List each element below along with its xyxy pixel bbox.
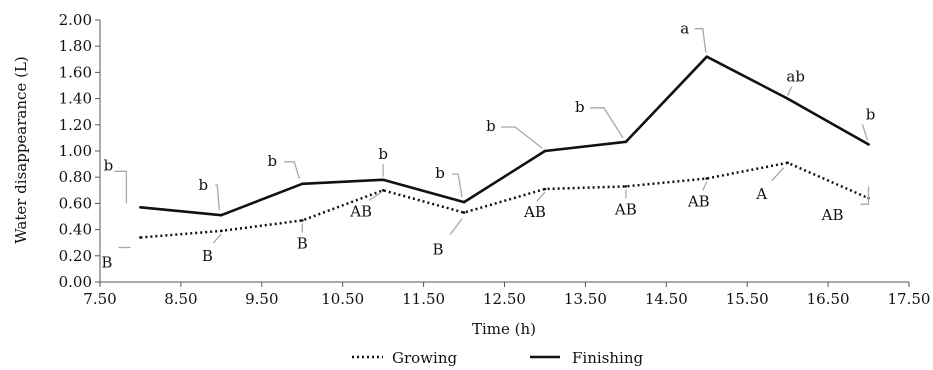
annotation-label: AB <box>614 200 637 218</box>
annotation-label: AB <box>349 202 372 220</box>
annotation-leader <box>536 191 546 202</box>
annotation-label: a <box>680 20 689 38</box>
annotation-label: A <box>755 185 767 203</box>
y-tick-label: 0.60 <box>59 194 92 212</box>
data-point-finishing <box>462 200 466 204</box>
x-tick-label: 12.50 <box>483 290 526 308</box>
annotation-label: b <box>104 156 114 174</box>
annotation-label: b <box>267 152 277 170</box>
data-point-finishing <box>786 97 789 100</box>
annotation-label: b <box>486 117 496 135</box>
annotation-leader <box>368 192 381 201</box>
y-axis-title: Water disappearance (L) <box>12 56 30 243</box>
data-point-growing <box>786 161 789 165</box>
x-tick-label: 7.50 <box>83 290 116 308</box>
annotation-label: B <box>202 247 213 265</box>
annotation-label: b <box>378 145 388 163</box>
axes: 0.00 0.20 0.40 0.60 0.80 1.00 1.20 1.40 1.60 1.80… <box>59 11 931 308</box>
data-point-finishing <box>139 206 142 209</box>
legend-label-growing: Growing <box>392 349 457 367</box>
data-point-finishing <box>220 213 223 217</box>
y-tick-label: 1.40 <box>59 90 92 108</box>
y-tick-label: 1.00 <box>59 142 92 160</box>
x-axis-title: Time (h) <box>472 320 536 338</box>
legend-label-finishing: Finishing <box>572 349 643 367</box>
x-tick-label: 17.50 <box>888 290 931 308</box>
annotation-label: AB <box>523 203 546 221</box>
annotation-leader <box>860 186 870 205</box>
annotation-leader <box>501 126 543 149</box>
annotation-label: b <box>199 176 209 194</box>
data-point-finishing <box>381 178 385 182</box>
x-tick-label: 13.50 <box>564 290 607 308</box>
y-tick-label: 0.20 <box>59 247 92 265</box>
annotation-label: b <box>575 98 585 116</box>
data-point-finishing <box>705 55 709 58</box>
y-tick-label: 2.00 <box>59 11 92 29</box>
annotation-label: B <box>101 253 112 271</box>
x-tick-label: 8.50 <box>164 290 197 308</box>
annotation-leader <box>589 107 624 139</box>
x-tick-label: 14.50 <box>645 290 688 308</box>
data-point-finishing <box>300 182 304 186</box>
data-point-growing <box>543 187 547 191</box>
annotation-label: B <box>433 241 444 259</box>
data-point-growing <box>624 185 628 188</box>
annotation-leader <box>212 233 222 244</box>
y-tick-label: 1.20 <box>59 116 92 134</box>
annotation-leader <box>694 28 707 53</box>
annotation-leader <box>284 161 300 179</box>
y-tick-label: 1.80 <box>59 37 92 55</box>
data-point-finishing <box>624 140 628 144</box>
annotation-leader <box>114 170 128 204</box>
data-point-growing <box>139 236 142 239</box>
data-point-growing <box>220 229 223 233</box>
data-point-growing <box>381 189 385 192</box>
annotation-leader <box>452 173 463 198</box>
x-tick-label: 10.50 <box>321 290 364 308</box>
data-point-growing <box>300 219 304 222</box>
annotation-label: B <box>297 234 308 252</box>
annotation-label: ab <box>786 68 805 86</box>
data-point-finishing <box>867 143 870 146</box>
series-line-growing <box>140 161 870 239</box>
y-tick-label: 0.40 <box>59 221 92 239</box>
data-point-finishing <box>543 149 547 153</box>
annotation-label: b <box>866 105 876 123</box>
annotation-leader <box>449 218 463 235</box>
y-axis-title-group: Water disappearance (L) <box>12 56 30 243</box>
annotation-label: b <box>435 164 445 182</box>
annotation-leader <box>861 124 869 141</box>
legend: Growing Finishing <box>352 349 643 367</box>
y-tick-label: 1.60 <box>59 63 92 81</box>
annotation-leader <box>702 181 708 191</box>
annotation-layer: B B B AB B AB AB AB A AB b b b b b b b a ab b <box>101 20 875 272</box>
x-tick-label: 15.50 <box>726 290 769 308</box>
annotation-label: AB <box>687 193 710 211</box>
annotation-leader <box>215 184 220 211</box>
y-tick-label: 0.80 <box>59 168 92 186</box>
data-point-growing <box>462 211 466 214</box>
series-line-finishing <box>140 55 870 217</box>
y-tick-label: 0.00 <box>59 273 92 291</box>
annotation-leader <box>771 167 785 182</box>
x-tick-label: 9.50 <box>245 290 278 308</box>
annotation-leader <box>787 86 793 96</box>
x-tick-label: 16.50 <box>807 290 850 308</box>
data-point-growing <box>705 177 709 180</box>
annotation-label: AB <box>821 206 844 224</box>
x-tick-label: 11.50 <box>402 290 445 308</box>
series-layer <box>139 55 870 239</box>
